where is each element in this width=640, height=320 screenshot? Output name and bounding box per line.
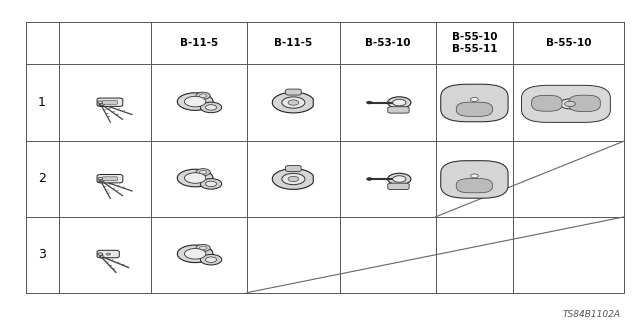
FancyBboxPatch shape [522, 85, 611, 123]
Circle shape [200, 254, 221, 265]
FancyBboxPatch shape [456, 179, 493, 193]
Circle shape [196, 244, 211, 252]
FancyBboxPatch shape [569, 95, 600, 111]
Circle shape [200, 246, 207, 250]
Circle shape [288, 176, 299, 182]
Circle shape [177, 93, 213, 110]
Circle shape [288, 100, 299, 105]
FancyBboxPatch shape [102, 177, 117, 181]
Circle shape [282, 97, 305, 108]
Circle shape [99, 256, 103, 258]
Circle shape [205, 105, 216, 110]
FancyBboxPatch shape [388, 107, 409, 113]
Circle shape [200, 171, 207, 174]
Circle shape [106, 253, 111, 255]
Circle shape [205, 257, 216, 262]
Circle shape [560, 99, 580, 109]
Circle shape [470, 174, 478, 178]
Circle shape [388, 97, 411, 108]
Text: 2: 2 [38, 172, 46, 186]
Polygon shape [272, 92, 313, 113]
Circle shape [200, 102, 221, 113]
FancyBboxPatch shape [97, 98, 123, 106]
Circle shape [177, 245, 213, 263]
Circle shape [388, 173, 411, 185]
Text: B-53-10: B-53-10 [365, 38, 410, 48]
Circle shape [205, 181, 216, 187]
Circle shape [196, 92, 211, 99]
Polygon shape [272, 169, 313, 189]
Circle shape [392, 99, 406, 106]
Text: B-55-10
B-55-11: B-55-10 B-55-11 [452, 32, 497, 54]
FancyBboxPatch shape [388, 183, 409, 189]
Circle shape [282, 173, 305, 185]
Circle shape [100, 180, 104, 182]
Circle shape [100, 103, 104, 105]
Circle shape [100, 256, 104, 258]
Text: 3: 3 [38, 248, 46, 261]
Circle shape [99, 180, 103, 182]
Circle shape [200, 94, 207, 98]
Circle shape [564, 101, 575, 107]
Circle shape [177, 169, 213, 187]
Circle shape [184, 173, 206, 183]
FancyBboxPatch shape [532, 95, 562, 111]
Circle shape [367, 178, 372, 180]
Text: B-55-10: B-55-10 [546, 38, 591, 48]
Circle shape [196, 169, 211, 176]
Text: B-11-5: B-11-5 [180, 38, 218, 48]
Circle shape [100, 104, 104, 106]
Circle shape [184, 96, 206, 107]
Text: 1: 1 [38, 96, 46, 109]
Text: TS84B1102A: TS84B1102A [563, 310, 621, 319]
Circle shape [99, 104, 103, 106]
Circle shape [100, 180, 104, 182]
Text: B-11-5: B-11-5 [275, 38, 312, 48]
FancyBboxPatch shape [441, 84, 508, 122]
Circle shape [367, 101, 372, 104]
FancyBboxPatch shape [285, 89, 301, 95]
FancyBboxPatch shape [102, 100, 117, 104]
Circle shape [392, 176, 406, 182]
Circle shape [200, 179, 221, 189]
FancyBboxPatch shape [285, 165, 301, 172]
Circle shape [470, 98, 478, 101]
FancyBboxPatch shape [97, 174, 123, 183]
FancyBboxPatch shape [456, 102, 493, 116]
Circle shape [184, 249, 206, 259]
FancyBboxPatch shape [441, 161, 508, 198]
FancyBboxPatch shape [97, 250, 119, 258]
